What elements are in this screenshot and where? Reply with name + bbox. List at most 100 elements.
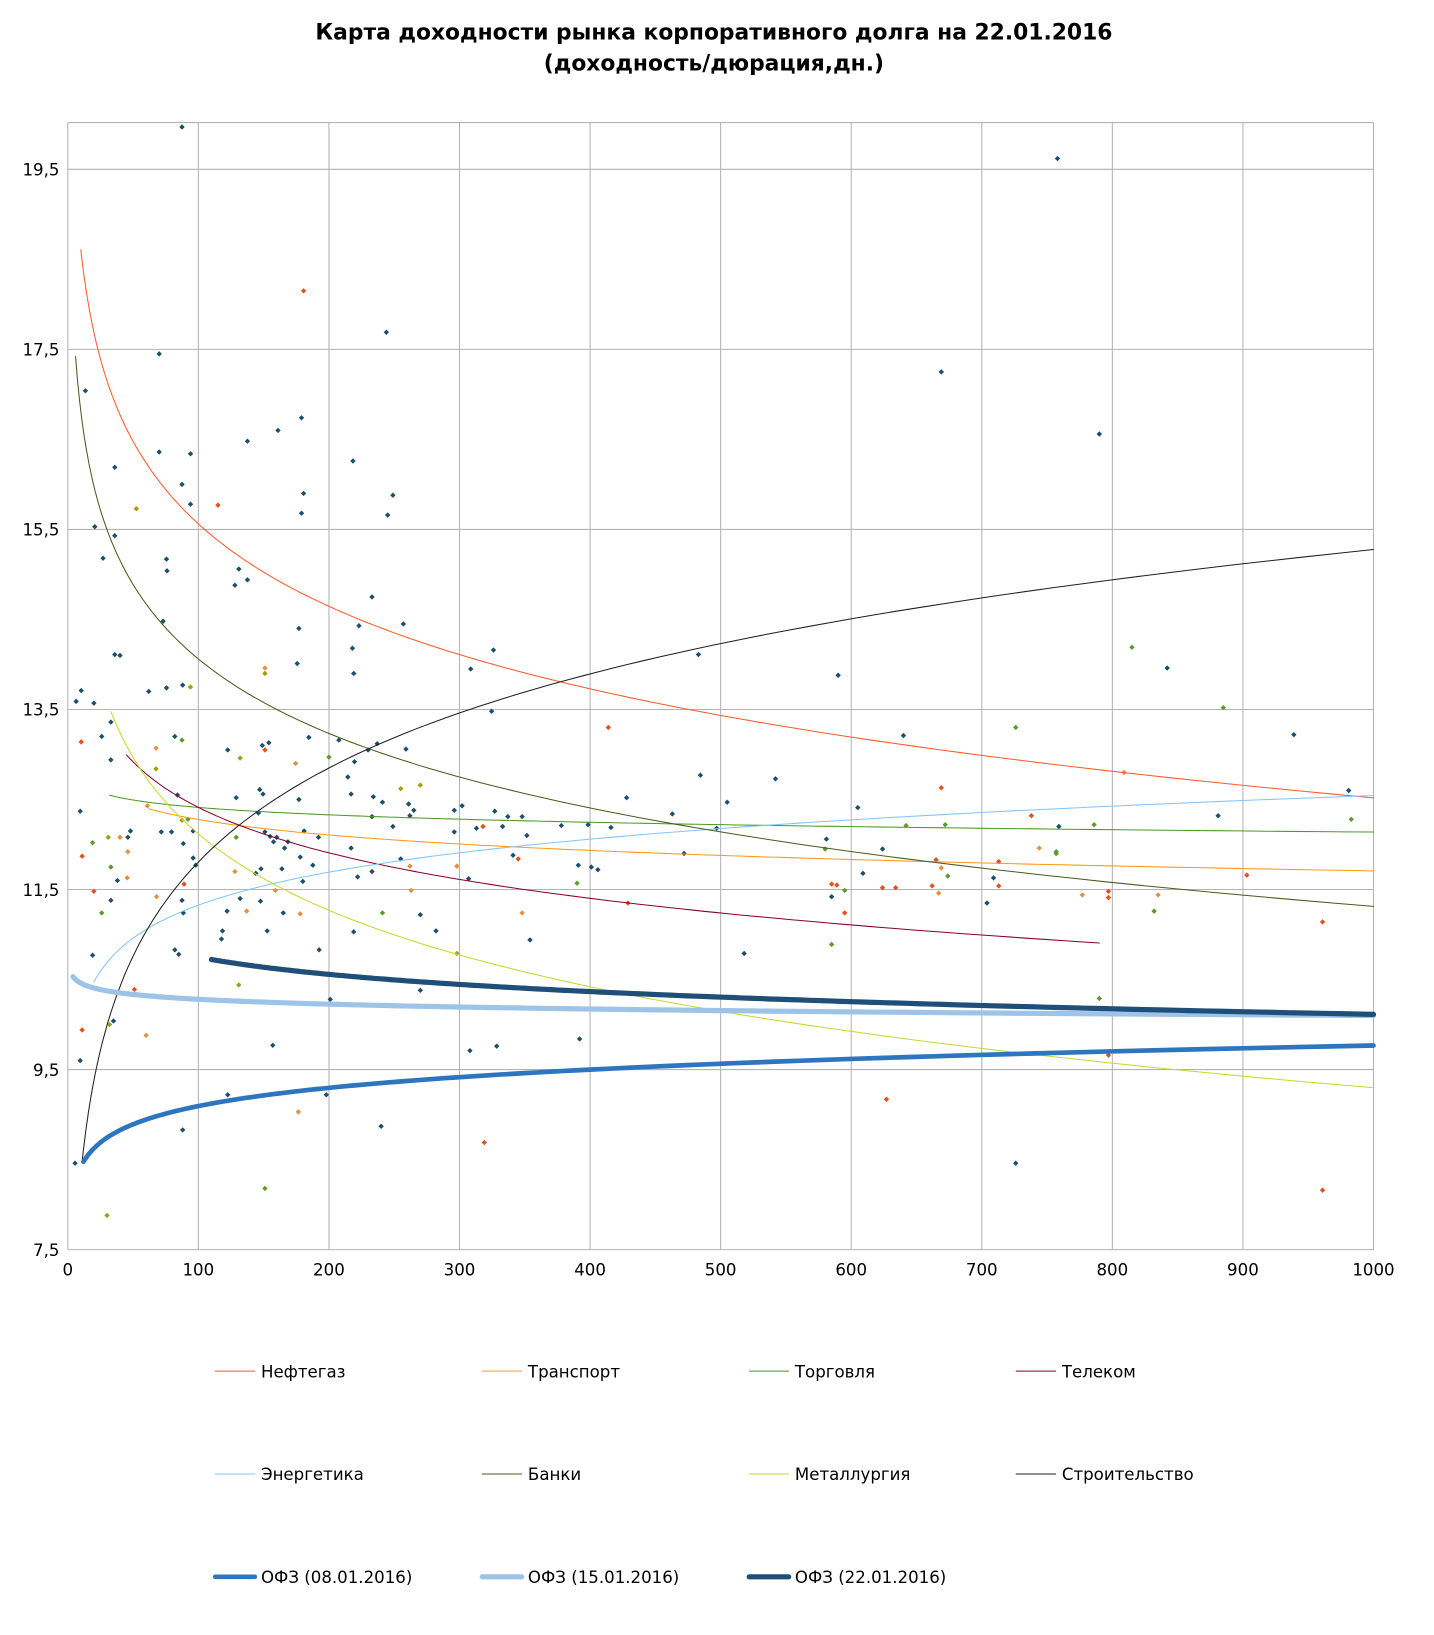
data-point [623, 794, 630, 801]
data-point [281, 845, 288, 851]
data-point [1164, 665, 1170, 671]
data-point [233, 834, 239, 841]
data-point [1105, 894, 1112, 901]
data-point [316, 947, 322, 953]
data-point [158, 829, 164, 835]
trend-line [70, 974, 1377, 1019]
data-point [519, 813, 525, 820]
data-point [369, 868, 375, 875]
data-point [834, 882, 840, 888]
data-point [266, 740, 272, 746]
data-point [1345, 787, 1352, 794]
data-point [417, 912, 424, 918]
y-tick-label: 13,5 [22, 701, 59, 720]
axis-tick-labels: 0 100 200 300 400 500 600 700 800 900 1000 7,5 9,5 11… [22, 161, 1394, 1280]
data-point [1215, 812, 1221, 819]
data-point [835, 672, 841, 678]
data-point [575, 862, 582, 868]
data-point [112, 533, 118, 539]
data-point [574, 880, 580, 886]
trend-lines [70, 249, 1377, 1165]
chart-title: Карта доходности рынка корпоративного до… [315, 20, 1112, 45]
data-point [490, 647, 497, 653]
trend-line [80, 249, 1375, 799]
data-point [519, 910, 525, 916]
data-point [112, 651, 118, 658]
legend-label: Телеком [1061, 1362, 1136, 1381]
legend-label: Нефтегаз [261, 1362, 346, 1381]
data-point [244, 577, 251, 583]
data-point [1291, 731, 1297, 738]
data-point [323, 1092, 330, 1098]
data-point [224, 908, 230, 914]
data-point [1319, 919, 1326, 925]
x-tick-label: 200 [313, 1261, 345, 1280]
data-point [99, 910, 105, 916]
trend-line [110, 711, 1375, 1089]
data-point [255, 810, 262, 816]
data-point [244, 438, 251, 444]
data-point [232, 868, 238, 875]
data-point [841, 910, 848, 916]
data-point [310, 862, 316, 868]
x-tick-label: 900 [1227, 1261, 1259, 1280]
data-point [369, 594, 375, 600]
data-point [327, 996, 333, 1003]
x-tick-label: 400 [574, 1261, 606, 1280]
data-point [117, 652, 123, 659]
data-point [929, 883, 935, 889]
data-point [524, 832, 530, 839]
data-point [257, 898, 264, 904]
y-tick-label: 11,5 [22, 881, 59, 900]
data-point [433, 928, 439, 934]
data-point [270, 839, 277, 845]
data-point [294, 660, 300, 667]
data-point [257, 786, 263, 793]
data-point [828, 894, 835, 900]
data-point [576, 1036, 583, 1042]
data-point [181, 881, 187, 887]
data-point [669, 811, 676, 817]
data-point [297, 911, 303, 917]
data-point [1129, 644, 1135, 651]
data-point [1091, 822, 1097, 828]
data-point [298, 415, 305, 421]
data-point [315, 834, 322, 841]
data-point [114, 877, 121, 884]
data-point [187, 451, 194, 457]
data-point [127, 828, 134, 834]
data-point [451, 829, 457, 835]
data-point [473, 825, 480, 832]
data-point [301, 828, 307, 834]
data-point [92, 524, 98, 530]
data-point [1054, 155, 1061, 162]
data-point [133, 506, 140, 512]
data-point [451, 807, 457, 813]
data-point [298, 510, 305, 516]
data-point [108, 864, 114, 870]
data-point [1013, 1160, 1019, 1166]
data-point [900, 732, 907, 739]
data-point [280, 910, 286, 916]
data-point [1244, 872, 1250, 878]
data-point [1053, 850, 1059, 857]
data-point [588, 864, 595, 870]
data-point [108, 757, 114, 763]
data-point [1151, 908, 1157, 914]
data-point [72, 1160, 78, 1166]
legend-label: Строительство [1062, 1465, 1194, 1484]
x-tick-label: 700 [966, 1261, 998, 1280]
data-point [879, 885, 886, 891]
legend-label: ОФЗ (08.01.2016) [261, 1568, 412, 1587]
x-tick-label: 100 [182, 1261, 214, 1280]
data-point [480, 823, 486, 830]
data-point [681, 850, 687, 857]
data-point [77, 808, 83, 814]
data-point [91, 888, 97, 895]
data-point [258, 866, 264, 872]
data-point [143, 1032, 149, 1039]
data-point [106, 1021, 113, 1028]
data-point [272, 887, 279, 894]
data-point [945, 873, 951, 879]
